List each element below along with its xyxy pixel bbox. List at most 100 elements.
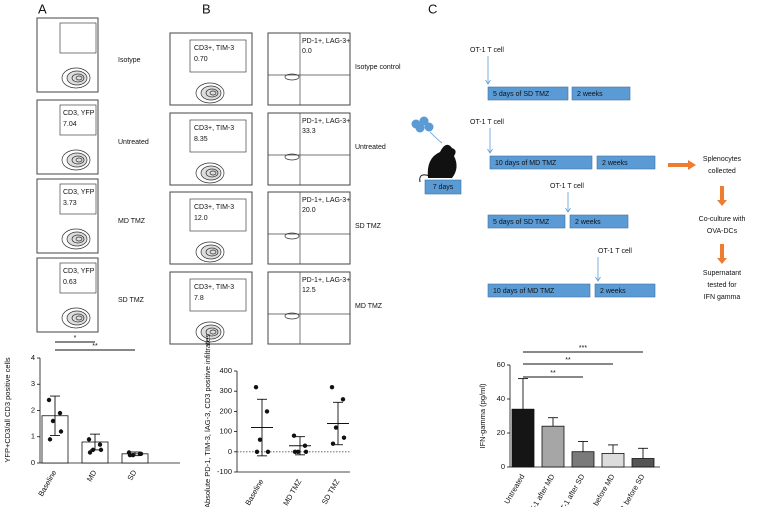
gate [189, 278, 247, 312]
timeline-box [487, 214, 566, 229]
step-label: Supernatant [703, 270, 741, 277]
gate-label: CD3+, TIM-3 [194, 204, 234, 211]
y-tick-label: -100 [217, 467, 232, 476]
gate-value: 3.73 [63, 200, 77, 207]
data-point [303, 449, 309, 454]
gate-value: 7.8 [194, 295, 204, 302]
mouse-icon [427, 144, 457, 178]
data-point [50, 418, 56, 424]
gate-value: 0.63 [63, 279, 77, 286]
timeline-label: 5 days of SD TMZ [493, 219, 550, 226]
row-label: Isotype control [355, 64, 401, 71]
cell-label: OT-1 T cell [550, 183, 584, 190]
timeline-label: 10 days of MD TMZ [493, 288, 555, 295]
data-point [253, 384, 259, 390]
contour [75, 315, 83, 321]
contour [195, 321, 225, 343]
gate-label: PD-1+, LAG-3+ [302, 277, 350, 284]
bar [511, 408, 535, 468]
y-tick-label: 100 [219, 427, 232, 436]
y-tick-label: 3 [31, 379, 35, 388]
contour [71, 234, 85, 244]
significance-label: ** [565, 357, 571, 364]
arrow-head [565, 207, 571, 213]
contour [61, 149, 91, 171]
x-tick-label: OT-1 after SD [556, 472, 587, 507]
contour [205, 168, 219, 178]
gate [189, 198, 247, 232]
y-tick-label: 300 [219, 386, 232, 395]
gate-label: PD-1+, LAG-3+ [302, 118, 350, 125]
row-label: SD TMZ [118, 297, 145, 304]
row-label: Isotype [118, 57, 141, 64]
row-label: MD TMZ [118, 218, 146, 225]
contour [195, 162, 225, 184]
flow-plot [267, 32, 351, 106]
gate-value: 33.3 [302, 128, 316, 135]
y-tick-label: 200 [219, 406, 232, 415]
contour [61, 67, 91, 89]
gate-value: 20.0 [302, 207, 316, 214]
data-point [87, 450, 93, 455]
panel-label: C [428, 1, 437, 16]
bar [541, 425, 565, 468]
panel-label: B [202, 1, 211, 16]
step-label: Co-culture with [699, 216, 746, 223]
data-point [47, 437, 53, 442]
y-tick-label: 60 [497, 360, 505, 369]
data-point [46, 397, 52, 403]
data-point [254, 449, 260, 454]
x-tick-label: Untreated [502, 472, 526, 505]
significance-label: *** [579, 345, 587, 352]
gate-label: CD3+, TIM-3 [194, 45, 234, 52]
timeline-label: 5 days of SD TMZ [493, 91, 550, 98]
x-tick-label: OT-1 before MD [582, 472, 617, 507]
y-tick-label: 0 [228, 447, 232, 456]
contour [209, 170, 217, 176]
row-label: Untreated [118, 139, 149, 146]
y-tick-label: 2 [31, 405, 35, 414]
y-axis-label: Absolute PD-1, TIM-3, lAG-3, CD3 positiv… [203, 334, 212, 507]
contour [61, 307, 91, 329]
data-point [257, 437, 263, 442]
mouse-tail [419, 174, 431, 183]
data-point [138, 451, 144, 457]
timeline-box [487, 86, 569, 101]
arrow-head [595, 276, 601, 282]
gate [59, 22, 97, 54]
contour [284, 73, 300, 81]
y-tick-label: 4 [31, 353, 35, 362]
contour [61, 228, 91, 250]
contour [195, 241, 225, 263]
y-tick-label: 400 [219, 366, 232, 375]
cell-label: OT-1 T cell [598, 248, 632, 255]
step-arrow [668, 160, 696, 170]
x-tick-label: Baseline [36, 468, 58, 497]
gate [189, 119, 247, 153]
row-label: Untreated [355, 144, 386, 151]
x-tick-label: MD [85, 468, 99, 483]
arrow-head [485, 79, 491, 85]
cell-label: OT-1 T cell [470, 47, 504, 54]
gate-label: CD3, YFP [63, 189, 95, 196]
contour [71, 155, 85, 165]
gate [59, 104, 97, 136]
step-arrow [717, 186, 727, 206]
data-point [97, 442, 103, 447]
data-point [341, 435, 347, 440]
y-axis-label: IFN-gamma (pg/ml) [478, 383, 487, 449]
data-point [58, 429, 64, 434]
timeline-box [424, 179, 462, 195]
y-tick-label: 40 [497, 394, 505, 403]
timeline-label: 2 weeks [577, 91, 603, 98]
contour [209, 249, 217, 255]
flow-plot [267, 191, 351, 265]
flow-plot [267, 271, 351, 345]
data-point [291, 433, 297, 438]
x-tick-label: OT-1 before SD [612, 472, 646, 507]
gate-label: PD-1+, LAG-3+ [302, 38, 350, 45]
data-point [86, 437, 92, 442]
contour [75, 75, 83, 81]
step-label: collected [708, 168, 736, 175]
